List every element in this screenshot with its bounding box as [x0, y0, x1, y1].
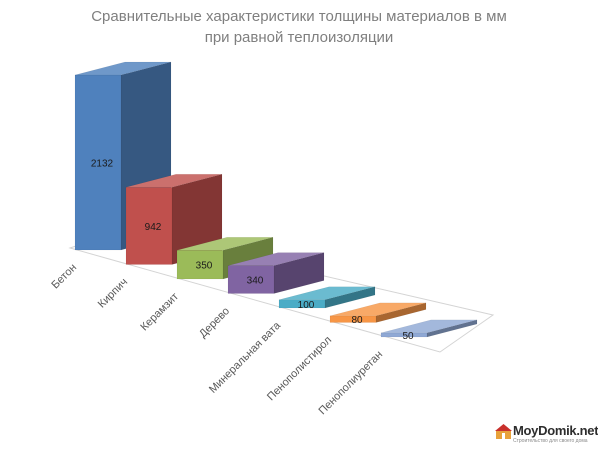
bar: [380, 319, 478, 338]
data-label: 50: [402, 331, 414, 342]
category-label: Керамзит: [138, 291, 181, 334]
watermark-brand: MoyDomik.net: [513, 423, 598, 438]
data-label: 340: [247, 276, 264, 287]
category-label: Пенополистирол: [265, 334, 334, 403]
bar-top: [74, 61, 172, 76]
bar-top: [329, 302, 427, 317]
data-label: 2132: [91, 159, 114, 170]
bar-top: [227, 252, 325, 266]
data-label: 100: [298, 300, 315, 311]
bar: [329, 302, 427, 323]
category-label: Минеральная вата: [207, 319, 284, 396]
data-label: 942: [145, 222, 162, 233]
category-label: Пенополиуретан: [317, 349, 386, 418]
house-icon: [495, 424, 512, 439]
chart-title-line-1: Сравнительные характеристики толщины мат…: [91, 8, 507, 25]
data-label: 80: [351, 315, 363, 326]
bar: [227, 252, 325, 294]
category-label: Кирпич: [96, 276, 130, 310]
watermark: MoyDomik.net Строительство для своего до…: [495, 423, 598, 448]
chart-title: Сравнительные характеристики толщины мат…: [0, 6, 598, 48]
chart-title-line-2: при равной теплоизоляции: [204, 29, 394, 46]
watermark-tagline: Строительство для своего дома: [513, 438, 588, 444]
category-label: Дерево: [197, 305, 232, 340]
chart-bars: 2132 942 350 340 100 80 50: [74, 61, 478, 342]
bar: [278, 286, 376, 309]
bar-top: [125, 173, 223, 188]
data-label: 350: [196, 261, 213, 272]
bar-top: [176, 237, 274, 251]
bar-top: [278, 286, 376, 301]
category-label: Бетон: [49, 262, 79, 292]
bar-top: [380, 319, 478, 334]
